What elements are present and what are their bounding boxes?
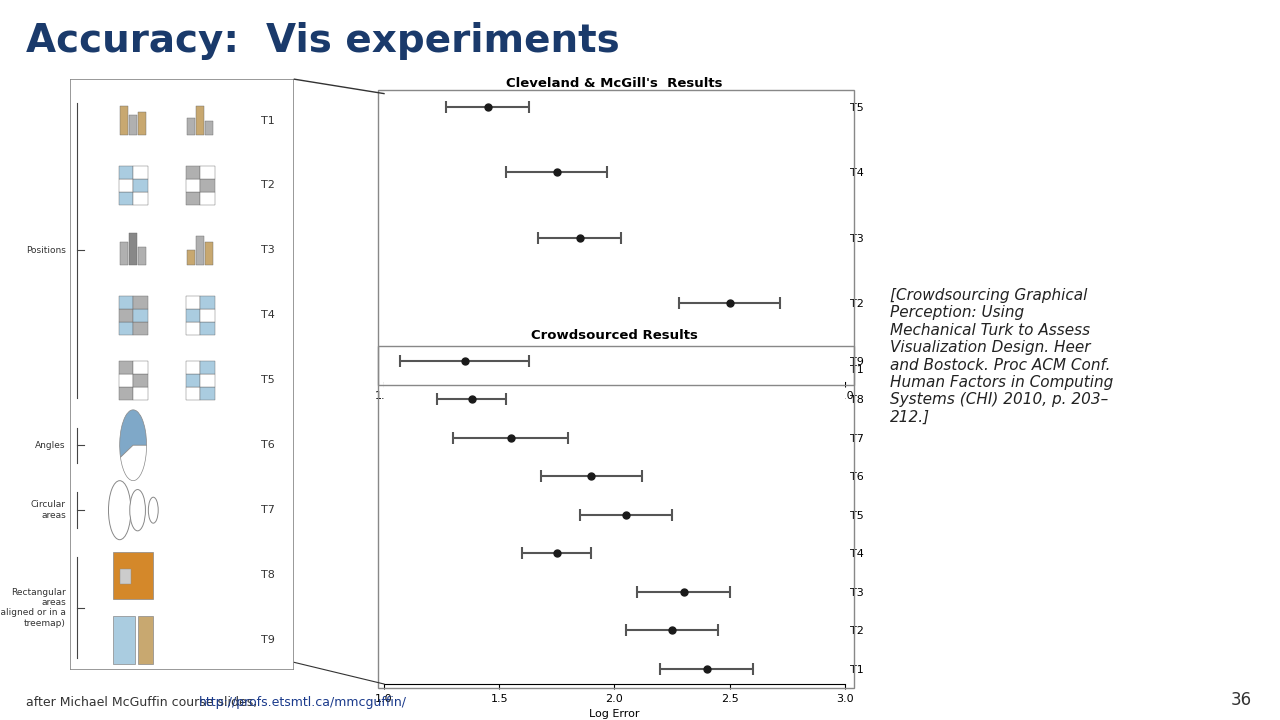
Text: Positions: Positions bbox=[26, 246, 67, 255]
Bar bbox=[133, 309, 147, 322]
Bar bbox=[133, 166, 147, 179]
Text: Rectangular
areas
(aligned or in a
treemap): Rectangular areas (aligned or in a treem… bbox=[0, 588, 67, 628]
Bar bbox=[119, 179, 133, 192]
Bar bbox=[186, 361, 200, 374]
Title: Crowdsourced Results: Crowdsourced Results bbox=[531, 328, 698, 342]
Bar bbox=[119, 166, 133, 179]
Bar bbox=[133, 387, 147, 400]
Wedge shape bbox=[120, 410, 146, 457]
Bar bbox=[138, 112, 146, 135]
Text: Accuracy:  Vis experiments: Accuracy: Vis experiments bbox=[26, 22, 620, 60]
Bar bbox=[133, 322, 147, 335]
Text: T6: T6 bbox=[261, 440, 274, 450]
Bar bbox=[129, 114, 137, 135]
Bar bbox=[113, 552, 154, 599]
Bar bbox=[186, 387, 200, 400]
Bar bbox=[138, 616, 154, 664]
Text: T3: T3 bbox=[261, 246, 274, 256]
Text: T4: T4 bbox=[261, 310, 274, 320]
Bar bbox=[187, 117, 196, 135]
Bar bbox=[119, 322, 133, 335]
Bar bbox=[138, 248, 146, 265]
FancyBboxPatch shape bbox=[70, 79, 294, 670]
Bar bbox=[186, 166, 200, 179]
Text: T7: T7 bbox=[261, 505, 274, 516]
Bar bbox=[200, 374, 215, 387]
Bar bbox=[186, 296, 200, 309]
Title: Cleveland & McGill's  Results: Cleveland & McGill's Results bbox=[506, 76, 723, 90]
Bar bbox=[133, 192, 147, 205]
Text: T5: T5 bbox=[261, 375, 274, 385]
Text: Circular
areas: Circular areas bbox=[31, 500, 67, 520]
X-axis label: Log Error: Log Error bbox=[589, 709, 640, 719]
Bar bbox=[186, 374, 200, 387]
Bar bbox=[113, 616, 136, 664]
Bar bbox=[120, 241, 128, 265]
Bar bbox=[205, 120, 214, 135]
Bar bbox=[129, 233, 137, 265]
Bar bbox=[133, 179, 147, 192]
Bar bbox=[200, 296, 215, 309]
Bar bbox=[133, 296, 147, 309]
Bar bbox=[186, 309, 200, 322]
Bar bbox=[186, 322, 200, 335]
Bar bbox=[187, 251, 196, 265]
Bar bbox=[119, 309, 133, 322]
Bar bbox=[205, 241, 214, 265]
Bar bbox=[119, 296, 133, 309]
X-axis label: Log Error: Log Error bbox=[589, 407, 640, 417]
Text: T1: T1 bbox=[261, 115, 274, 125]
Text: http://profs.etsmtl.ca/mmcguffin/: http://profs.etsmtl.ca/mmcguffin/ bbox=[198, 696, 407, 709]
Wedge shape bbox=[120, 445, 146, 481]
Bar bbox=[120, 570, 131, 584]
Text: after Michael McGuffin course slides,: after Michael McGuffin course slides, bbox=[26, 696, 261, 709]
Bar bbox=[119, 387, 133, 400]
Bar bbox=[133, 361, 147, 374]
Text: [Crowdsourcing Graphical
Perception: Using
Mechanical Turk to Assess
Visualizati: [Crowdsourcing Graphical Perception: Usi… bbox=[890, 288, 1112, 425]
Bar bbox=[186, 179, 200, 192]
Bar bbox=[119, 192, 133, 205]
Bar bbox=[196, 235, 205, 265]
Bar bbox=[186, 192, 200, 205]
Bar bbox=[196, 106, 205, 135]
Bar bbox=[119, 361, 133, 374]
Bar bbox=[200, 192, 215, 205]
Text: T8: T8 bbox=[261, 570, 274, 580]
Bar bbox=[133, 374, 147, 387]
Text: T9: T9 bbox=[261, 635, 274, 645]
Bar bbox=[200, 361, 215, 374]
Text: 36: 36 bbox=[1230, 691, 1252, 709]
Circle shape bbox=[148, 498, 159, 523]
Bar bbox=[119, 374, 133, 387]
Text: T2: T2 bbox=[261, 181, 274, 191]
Circle shape bbox=[129, 490, 146, 531]
Circle shape bbox=[109, 481, 131, 540]
Bar bbox=[200, 179, 215, 192]
Bar bbox=[200, 322, 215, 335]
Bar bbox=[200, 387, 215, 400]
Text: Angles: Angles bbox=[36, 441, 67, 450]
Bar bbox=[200, 309, 215, 322]
Bar bbox=[200, 166, 215, 179]
Bar bbox=[120, 106, 128, 135]
